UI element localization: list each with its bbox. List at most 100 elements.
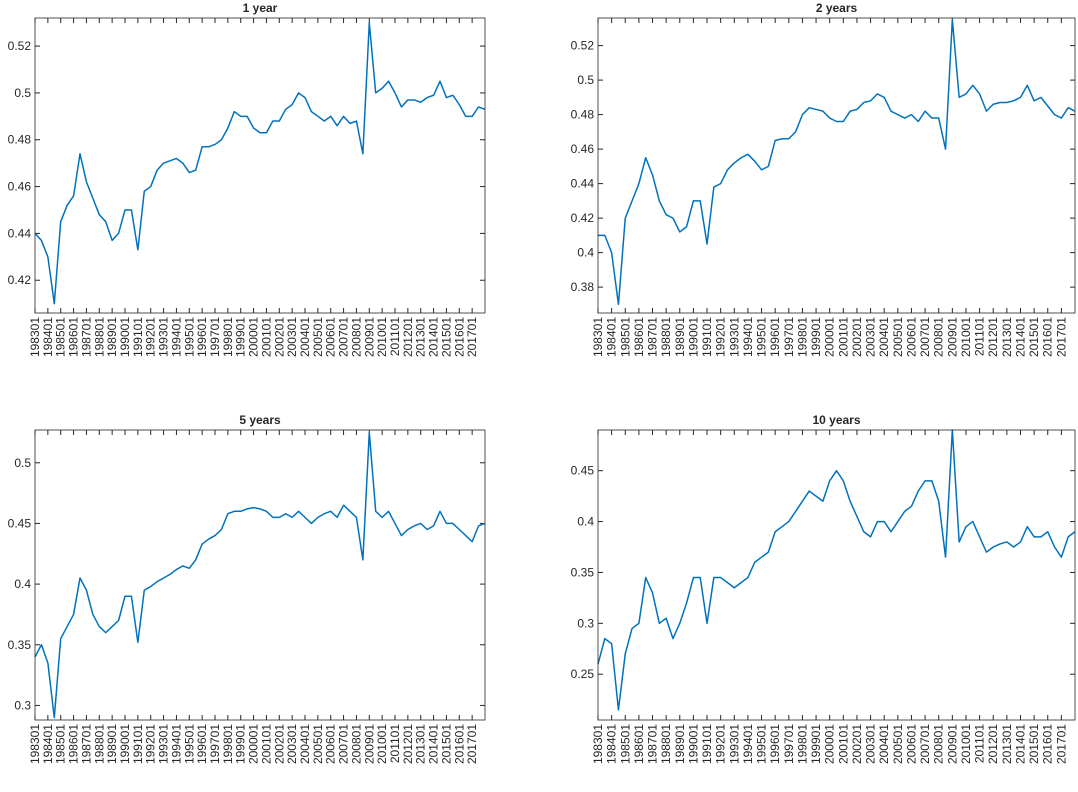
x-tick-label: 200301 bbox=[285, 724, 299, 764]
x-tick-label: 201701 bbox=[1054, 724, 1068, 764]
x-tick-label: 199601 bbox=[195, 724, 209, 764]
x-tick-label: 198301 bbox=[28, 317, 42, 357]
x-tick-label: 200401 bbox=[877, 317, 891, 357]
x-tick-label: 201001 bbox=[959, 724, 973, 764]
x-tick-label: 199101 bbox=[131, 317, 145, 357]
x-tick-label: 200501 bbox=[311, 317, 325, 357]
y-tick-label: 0.48 bbox=[8, 133, 32, 147]
x-tick-label: 201101 bbox=[973, 317, 987, 356]
x-tick-label: 198501 bbox=[618, 317, 632, 357]
y-tick-label: 0.42 bbox=[8, 273, 32, 287]
y-tick-label: 0.4 bbox=[14, 577, 31, 591]
x-tick-label: 199601 bbox=[195, 317, 209, 357]
x-tick-label: 199301 bbox=[727, 317, 741, 357]
x-tick-label: 201401 bbox=[1013, 724, 1027, 764]
x-tick-label: 200501 bbox=[891, 317, 905, 357]
chart-title: 10 years bbox=[812, 413, 860, 427]
x-tick-label: 200201 bbox=[272, 724, 286, 764]
x-tick-label: 199201 bbox=[144, 317, 158, 357]
x-tick-label: 198401 bbox=[605, 317, 619, 357]
x-tick-label: 200401 bbox=[298, 724, 312, 764]
x-tick-label: 200501 bbox=[891, 724, 905, 764]
x-tick-label: 200301 bbox=[864, 724, 878, 764]
x-tick-label: 200601 bbox=[904, 317, 918, 357]
x-tick-label: 201501 bbox=[1027, 317, 1041, 357]
x-tick-label: 200401 bbox=[298, 317, 312, 357]
y-tick-label: 0.46 bbox=[571, 142, 595, 156]
x-tick-label: 199201 bbox=[714, 724, 728, 764]
x-tick-label: 199401 bbox=[741, 724, 755, 764]
data-line bbox=[34, 431, 486, 719]
x-tick-label: 201101 bbox=[388, 317, 402, 356]
x-tick-label: 200601 bbox=[904, 724, 918, 764]
x-tick-label: 198701 bbox=[79, 724, 93, 764]
x-tick-label: 199401 bbox=[169, 724, 183, 764]
x-tick-label: 198901 bbox=[673, 317, 687, 357]
y-tick-label: 0.44 bbox=[8, 226, 32, 240]
x-tick-label: 200001 bbox=[247, 317, 261, 357]
x-tick-label: 198801 bbox=[659, 317, 673, 357]
x-tick-label: 199701 bbox=[782, 317, 796, 357]
x-tick-label: 198501 bbox=[54, 317, 68, 357]
x-tick-label: 201501 bbox=[1027, 724, 1041, 764]
x-tick-label: 199201 bbox=[144, 724, 158, 764]
x-tick-label: 201001 bbox=[375, 724, 389, 764]
x-tick-label: 201401 bbox=[427, 317, 441, 357]
y-tick-label: 0.35 bbox=[8, 638, 32, 652]
x-tick-label: 199901 bbox=[809, 724, 823, 764]
y-tick-label: 0.42 bbox=[571, 211, 595, 225]
x-tick-label: 200101 bbox=[259, 724, 273, 764]
y-tick-label: 0.45 bbox=[571, 464, 595, 478]
x-tick-label: 200701 bbox=[337, 317, 351, 357]
x-tick-label: 200201 bbox=[272, 317, 286, 357]
x-tick-label: 201701 bbox=[465, 724, 479, 764]
x-tick-label: 201001 bbox=[959, 317, 973, 357]
chart-title: 2 years bbox=[816, 1, 858, 15]
x-tick-label: 201201 bbox=[401, 724, 415, 764]
x-tick-label: 199801 bbox=[221, 724, 235, 764]
x-tick-label: 198301 bbox=[28, 724, 42, 764]
x-tick-label: 200001 bbox=[823, 724, 837, 764]
x-tick-label: 200901 bbox=[945, 317, 959, 357]
y-tick-label: 0.52 bbox=[8, 39, 32, 53]
x-tick-label: 200501 bbox=[311, 724, 325, 764]
x-tick-label: 200701 bbox=[918, 317, 932, 357]
x-tick-label: 199901 bbox=[809, 317, 823, 357]
x-tick-label: 198701 bbox=[646, 724, 660, 764]
x-tick-label: 199701 bbox=[208, 724, 222, 764]
x-tick-label: 198601 bbox=[67, 724, 81, 764]
x-tick-label: 200801 bbox=[932, 317, 946, 357]
x-tick-label: 201501 bbox=[439, 724, 453, 764]
x-tick-label: 198301 bbox=[591, 317, 605, 357]
x-tick-label: 199101 bbox=[700, 724, 714, 764]
x-tick-label: 201201 bbox=[401, 317, 415, 357]
x-tick-label: 199801 bbox=[795, 317, 809, 357]
axes-box bbox=[597, 17, 1076, 314]
x-tick-label: 201301 bbox=[414, 724, 428, 764]
x-tick-label: 198601 bbox=[67, 317, 81, 357]
x-tick-label: 198401 bbox=[41, 317, 55, 357]
axes-background bbox=[598, 18, 1075, 313]
x-tick-label: 200001 bbox=[247, 724, 261, 764]
x-tick-label: 198901 bbox=[673, 724, 687, 764]
chart-title: 1 year bbox=[243, 1, 278, 15]
x-tick-label: 199301 bbox=[157, 317, 171, 357]
x-tick-label: 201301 bbox=[1000, 724, 1014, 764]
x-tick-label: 199201 bbox=[714, 317, 728, 357]
x-tick-label: 201301 bbox=[414, 317, 428, 357]
x-tick-label: 201701 bbox=[465, 317, 479, 357]
x-tick-label: 199901 bbox=[234, 317, 248, 357]
axes-background bbox=[35, 18, 485, 313]
x-tick-label: 200901 bbox=[362, 724, 376, 764]
x-tick-label: 199701 bbox=[782, 724, 796, 764]
x-tick-label: 199601 bbox=[768, 724, 782, 764]
x-tick-label: 198701 bbox=[79, 317, 93, 357]
y-tick-label: 0.4 bbox=[577, 515, 594, 529]
x-tick-label: 199801 bbox=[795, 724, 809, 764]
x-tick-label: 198501 bbox=[618, 724, 632, 764]
x-tick-label: 199701 bbox=[208, 317, 222, 357]
y-tick-label: 0.52 bbox=[571, 39, 595, 53]
x-tick-label: 200601 bbox=[324, 317, 338, 357]
x-tick-label: 201501 bbox=[439, 317, 453, 357]
